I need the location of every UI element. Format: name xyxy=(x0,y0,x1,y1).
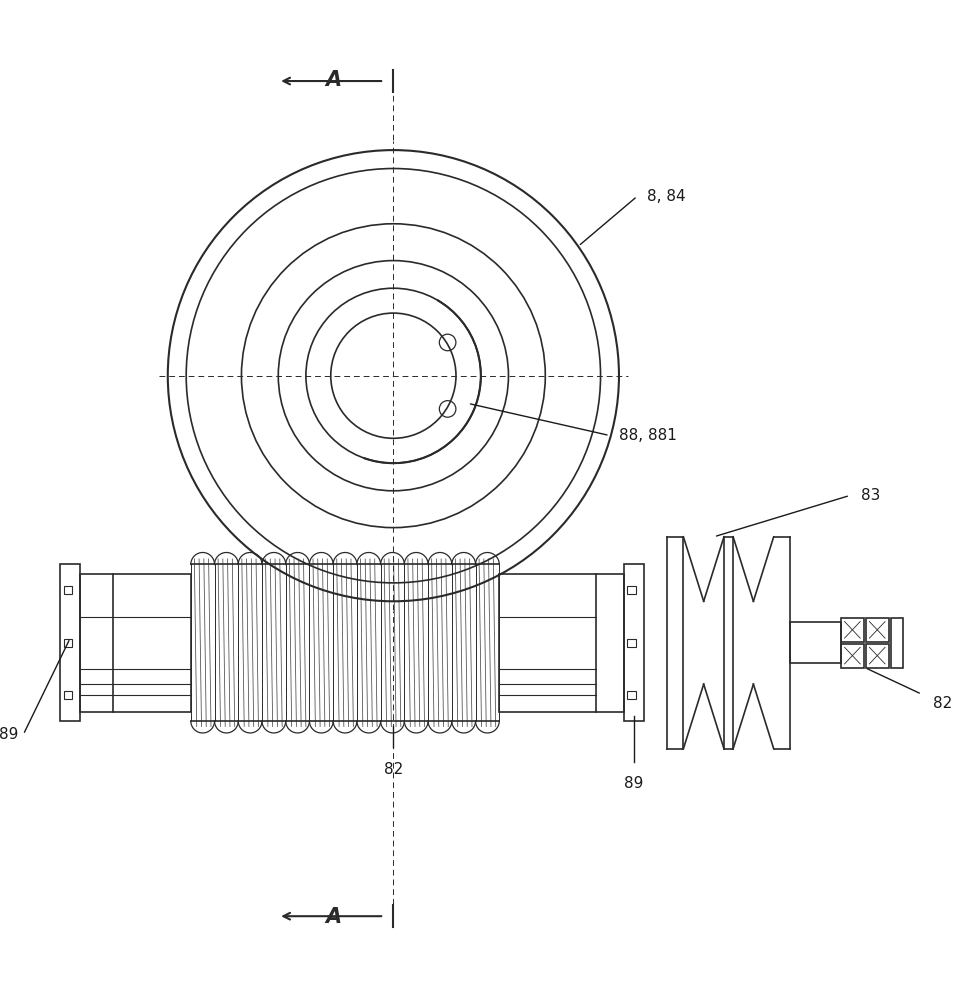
Bar xyxy=(891,618,903,668)
Bar xyxy=(64,639,72,647)
Text: A: A xyxy=(325,70,342,90)
Bar xyxy=(866,644,889,668)
Bar xyxy=(841,618,864,642)
Text: 82: 82 xyxy=(933,696,952,711)
Text: 88, 881: 88, 881 xyxy=(619,428,677,443)
Bar xyxy=(80,574,190,712)
Text: 83: 83 xyxy=(861,488,880,503)
Text: 89: 89 xyxy=(0,727,18,742)
Text: A: A xyxy=(325,907,342,927)
Text: 82: 82 xyxy=(384,762,403,777)
Bar xyxy=(64,691,72,699)
Bar xyxy=(60,564,80,721)
Bar xyxy=(790,622,841,663)
Bar xyxy=(500,574,624,712)
Bar xyxy=(624,564,644,721)
Bar xyxy=(627,586,635,594)
Bar xyxy=(627,639,635,647)
Text: 89: 89 xyxy=(624,776,643,791)
Bar xyxy=(841,644,864,668)
Bar xyxy=(866,618,889,642)
Bar xyxy=(627,691,635,699)
Bar xyxy=(64,586,72,594)
Text: 8, 84: 8, 84 xyxy=(647,189,685,204)
